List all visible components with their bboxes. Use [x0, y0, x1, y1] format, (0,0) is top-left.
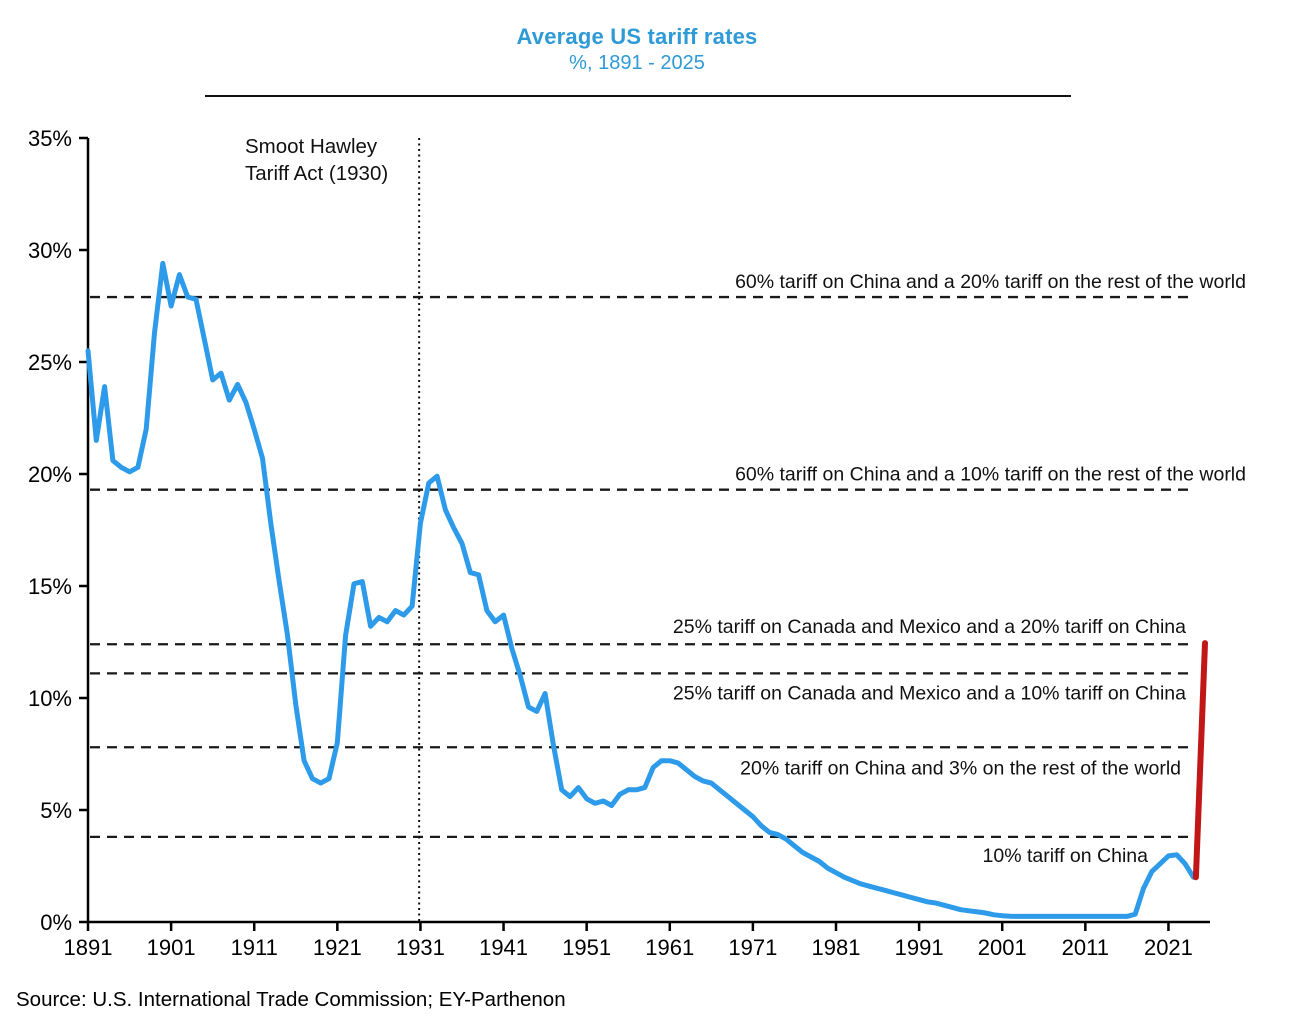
- y-tick-label: 35%: [28, 126, 72, 151]
- scenario-label: 60% tariff on China and a 20% tariff on …: [735, 271, 1246, 293]
- smoot-hawley-label: Smoot Hawley: [245, 135, 378, 158]
- y-tick-label: 20%: [28, 462, 72, 487]
- projected-tariff-line: [1192, 640, 1208, 881]
- y-tick-label: 30%: [28, 238, 72, 263]
- x-tick-label: 1961: [645, 935, 694, 960]
- smoot-hawley-label: Tariff Act (1930): [245, 162, 388, 185]
- x-tick-label: 1941: [479, 935, 528, 960]
- x-tick-label: 1951: [562, 935, 611, 960]
- x-tick-label: 1891: [64, 935, 113, 960]
- scenario-label: 25% tariff on Canada and Mexico and a 20…: [673, 616, 1186, 638]
- y-tick-label: 0%: [40, 910, 72, 935]
- x-tick-label: 2001: [978, 935, 1027, 960]
- scenario-label: 60% tariff on China and a 10% tariff on …: [735, 464, 1246, 486]
- source-note: Source: U.S. International Trade Commiss…: [16, 988, 566, 1011]
- x-tick-label: 1931: [396, 935, 445, 960]
- x-tick-label: 1971: [728, 935, 777, 960]
- x-tick-label: 2021: [1144, 935, 1193, 960]
- title-underline-rule: [205, 95, 1071, 97]
- x-tick-label: 1991: [895, 935, 944, 960]
- x-tick-label: 2011: [1062, 935, 1109, 960]
- chart-title: Average US tariff rates: [516, 24, 758, 49]
- scenario-label: 10% tariff on China: [983, 845, 1149, 867]
- historical-tariff-line: [85, 260, 1196, 919]
- chart-subtitle: %, 1891 - 2025: [569, 52, 705, 74]
- x-tick-label: 1981: [812, 935, 861, 960]
- y-tick-label: 25%: [28, 350, 72, 375]
- x-tick-label: 1921: [313, 935, 362, 960]
- y-tick-label: 10%: [28, 686, 72, 711]
- x-tick-label: 1911: [231, 935, 278, 960]
- y-tick-label: 15%: [28, 574, 72, 599]
- scenario-label: 25% tariff on Canada and Mexico and a 10…: [673, 682, 1186, 704]
- y-tick-label: 5%: [40, 798, 72, 823]
- scenario-label: 20% tariff on China and 3% on the rest o…: [740, 757, 1181, 779]
- x-tick-label: 1901: [147, 935, 196, 960]
